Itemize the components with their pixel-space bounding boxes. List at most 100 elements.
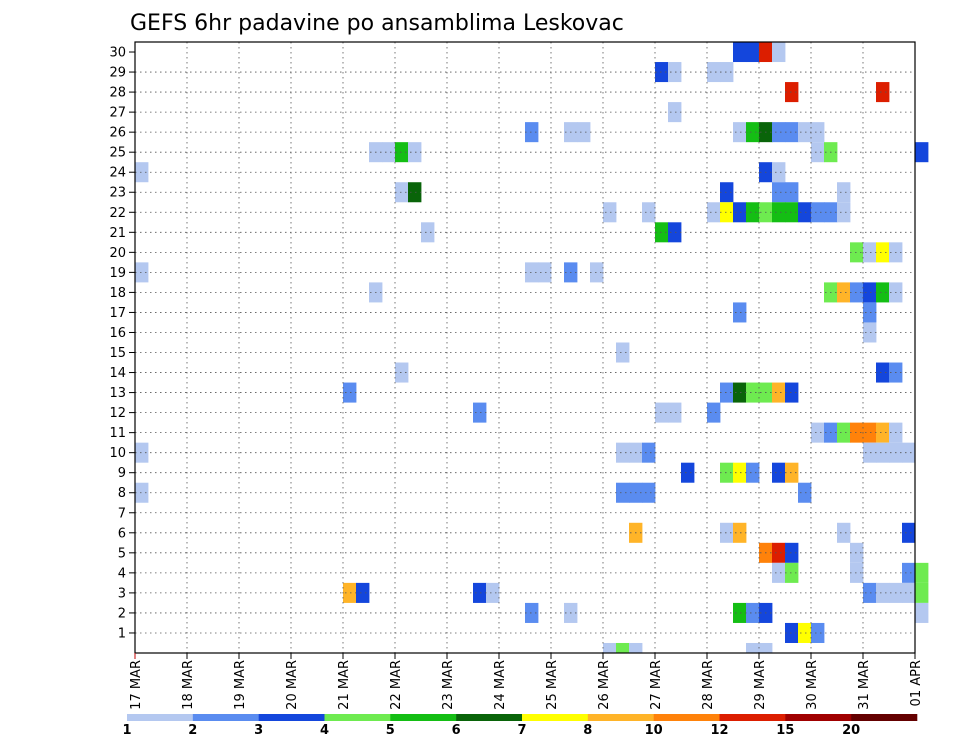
heatmap-cell bbox=[668, 402, 682, 423]
colorbar-label: 6 bbox=[452, 723, 461, 738]
heatmap-cell bbox=[798, 622, 812, 643]
heatmap-cell bbox=[746, 462, 760, 483]
heatmap-cell bbox=[135, 442, 149, 463]
colorbar-segment bbox=[127, 714, 194, 721]
heatmap-cell bbox=[733, 302, 747, 323]
heatmap-cell bbox=[590, 262, 604, 283]
heatmap-cell bbox=[473, 402, 487, 423]
heatmap-cell bbox=[837, 202, 851, 223]
colorbar-label: 5 bbox=[386, 723, 395, 738]
x-tick-label: 28 MAR bbox=[701, 660, 716, 710]
heatmap-cell bbox=[135, 162, 149, 183]
colorbar: 1 2 3 4 5 6 7 8 10 12 15 20 bbox=[122, 714, 918, 738]
heatmap-cell bbox=[915, 562, 929, 583]
colorbar-segment bbox=[258, 714, 325, 721]
heatmap-cell bbox=[863, 322, 877, 343]
heatmap-cell bbox=[577, 122, 591, 143]
heatmap-cell bbox=[733, 522, 747, 543]
heatmap-cell bbox=[746, 602, 760, 623]
heatmap-cell bbox=[525, 602, 539, 623]
colorbar-segment bbox=[851, 714, 918, 721]
heatmap-cell bbox=[850, 422, 864, 443]
heatmap-cell bbox=[720, 382, 734, 403]
heatmap-cell bbox=[863, 582, 877, 603]
heatmap-cell bbox=[772, 202, 786, 223]
heatmap-cell bbox=[785, 82, 799, 103]
x-tick-label: 19 MAR bbox=[233, 660, 248, 710]
grid-lines bbox=[135, 42, 915, 653]
x-tick-label: 22 MAR bbox=[389, 660, 404, 710]
heatmap-cell bbox=[616, 442, 630, 463]
colorbar-segment bbox=[192, 714, 259, 721]
heatmap-cell bbox=[746, 642, 760, 653]
heatmap-cell bbox=[798, 482, 812, 503]
y-tick-label: 14 bbox=[109, 366, 126, 381]
heatmap-cell bbox=[876, 442, 890, 463]
heatmap-cell bbox=[421, 222, 435, 243]
heatmap-cell bbox=[785, 562, 799, 583]
heatmap-cell bbox=[135, 482, 149, 503]
heatmap-cell bbox=[746, 202, 760, 223]
heatmap-cell bbox=[837, 422, 851, 443]
x-tick-label: 26 MAR bbox=[597, 660, 612, 710]
heatmap-cell bbox=[486, 582, 500, 603]
colorbar-label: 1 bbox=[122, 723, 131, 738]
heatmap-cell bbox=[707, 402, 721, 423]
y-tick-label: 9 bbox=[118, 466, 126, 481]
y-tick-label: 2 bbox=[118, 606, 126, 621]
y-tick-label: 23 bbox=[109, 186, 126, 201]
y-tick-label: 30 bbox=[109, 46, 126, 61]
heatmap-cell bbox=[772, 182, 786, 203]
heatmap-cell bbox=[681, 462, 695, 483]
colorbar-label: 7 bbox=[517, 723, 526, 738]
x-tick-label: 25 MAR bbox=[545, 660, 560, 710]
heatmap-cell bbox=[668, 222, 682, 243]
heatmap-cell bbox=[616, 342, 630, 363]
heatmap-cell bbox=[759, 42, 773, 63]
y-tick-label: 15 bbox=[109, 346, 126, 361]
colorbar-label: 15 bbox=[776, 723, 794, 738]
heatmap-cell bbox=[668, 102, 682, 123]
heatmap-cell bbox=[733, 42, 747, 63]
y-tick-label: 28 bbox=[109, 86, 126, 101]
y-tick-label: 17 bbox=[109, 306, 126, 321]
heatmap-cell bbox=[642, 202, 656, 223]
heatmap-cell bbox=[837, 282, 851, 303]
y-tick-label: 8 bbox=[118, 486, 126, 501]
y-tick-label: 11 bbox=[109, 426, 126, 441]
colorbar-label: 3 bbox=[254, 723, 263, 738]
heatmap-cell bbox=[408, 182, 422, 203]
heatmap-cell bbox=[746, 382, 760, 403]
colorbar-segment bbox=[522, 714, 589, 721]
heatmap-cell bbox=[772, 562, 786, 583]
heatmap-cell bbox=[863, 242, 877, 263]
heatmap-cell bbox=[811, 142, 825, 163]
heatmap-cell bbox=[785, 182, 799, 203]
heatmap-cell bbox=[642, 482, 656, 503]
heatmap-cell bbox=[395, 182, 409, 203]
x-tick-label: 27 MAR bbox=[649, 660, 664, 710]
y-tick-label: 3 bbox=[118, 586, 126, 601]
heatmap-cell bbox=[343, 382, 357, 403]
heatmap-cell bbox=[811, 422, 825, 443]
colorbar-label: 12 bbox=[710, 723, 728, 738]
colorbar-label: 8 bbox=[583, 723, 592, 738]
colorbar-label: 10 bbox=[645, 723, 663, 738]
heatmap-cell bbox=[876, 362, 890, 383]
heatmap-cell bbox=[850, 242, 864, 263]
heatmap-cell bbox=[785, 542, 799, 563]
heatmap-cell bbox=[616, 482, 630, 503]
heatmap-cell bbox=[915, 602, 929, 623]
heatmap-cell bbox=[876, 282, 890, 303]
heatmap-cell bbox=[720, 62, 734, 83]
y-tick-label: 25 bbox=[109, 146, 126, 161]
heatmap-cell bbox=[720, 462, 734, 483]
heatmap-cell bbox=[356, 582, 370, 603]
heatmap-cell bbox=[629, 642, 643, 653]
x-tick-label: 29 MAR bbox=[753, 660, 768, 710]
heatmap-cell bbox=[772, 462, 786, 483]
y-tick-label: 16 bbox=[109, 326, 126, 341]
heatmap-cell bbox=[603, 642, 617, 653]
y-tick-label: 29 bbox=[109, 66, 126, 81]
